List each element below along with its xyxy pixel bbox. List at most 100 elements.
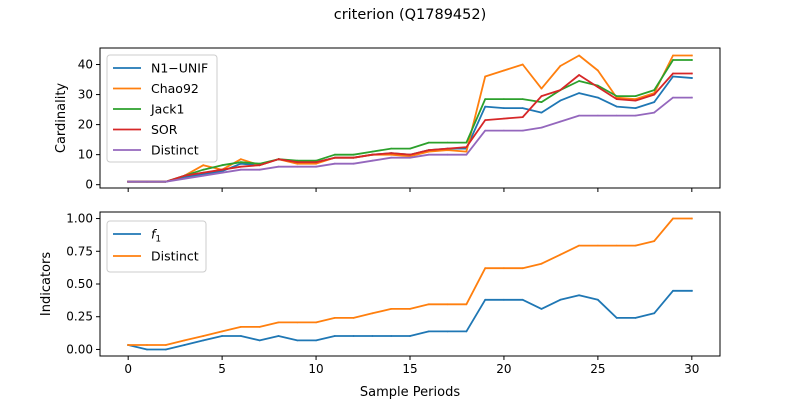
data-point [559, 298, 562, 301]
data-point [597, 86, 599, 88]
data-point [221, 170, 224, 173]
data-point [240, 162, 242, 165]
data-point [183, 339, 186, 342]
data-point [202, 171, 205, 174]
shared-x-axis-label: Sample Periods [360, 385, 460, 400]
figure-title: criterion (Q1789452) [334, 7, 487, 23]
data-point [521, 267, 524, 270]
data-point [634, 317, 637, 319]
x-tick-label: 25 [590, 362, 605, 376]
data-point [315, 162, 317, 165]
data-point [183, 177, 186, 180]
data-point [371, 150, 374, 153]
data-point [296, 161, 299, 164]
data-point [690, 77, 693, 79]
data-point [296, 321, 299, 324]
data-point [146, 344, 148, 346]
x-tick-label: 20 [496, 362, 511, 376]
data-point [653, 111, 656, 114]
data-point [578, 244, 580, 247]
data-point [352, 156, 355, 159]
data-point [277, 165, 280, 168]
data-point [258, 164, 261, 167]
x-tick-label: 30 [684, 362, 699, 376]
data-point [240, 165, 242, 168]
data-point [690, 72, 693, 75]
data-point [127, 180, 130, 183]
data-point [371, 159, 374, 162]
data-point [221, 168, 224, 171]
data-point [578, 74, 580, 76]
data-point [503, 107, 505, 109]
data-point [277, 158, 280, 161]
data-point [521, 63, 524, 66]
data-point [164, 348, 167, 351]
data-point [427, 330, 430, 333]
indicators-subplot: 0 5 10 15 20 25 30 0.00 0.25 0.50 0.75 1.00 Indicato… [39, 211, 721, 376]
data-point [221, 164, 224, 167]
legend-label: Jack1 [150, 102, 184, 117]
data-point [503, 129, 505, 132]
data-point [578, 92, 580, 94]
legend-label: f1 [151, 227, 161, 245]
x-tick-label: 15 [402, 362, 417, 376]
y-tick-label: 0.00 [66, 342, 93, 356]
data-point [540, 262, 543, 265]
data-point [503, 98, 505, 100]
data-point [540, 95, 543, 97]
data-point [296, 159, 299, 162]
y-tick-label: 20 [78, 118, 93, 132]
data-point [183, 174, 186, 177]
y-tick-label: 0.50 [66, 277, 93, 291]
data-point [146, 348, 148, 351]
data-point [202, 173, 205, 176]
data-point [484, 129, 487, 132]
data-point [634, 244, 637, 247]
data-point [352, 153, 355, 156]
data-point [615, 105, 618, 108]
data-point [221, 171, 224, 174]
data-point [315, 165, 317, 168]
data-point [296, 165, 299, 168]
data-point [390, 153, 393, 156]
data-point [390, 156, 393, 159]
data-point [634, 99, 637, 102]
data-point [634, 95, 637, 97]
data-point [484, 105, 487, 108]
data-point [258, 326, 261, 328]
data-point [315, 159, 317, 162]
data-point [615, 317, 618, 319]
data-point [127, 344, 130, 346]
data-point [409, 147, 411, 150]
data-point [521, 98, 524, 100]
data-point [484, 119, 487, 121]
data-point [146, 180, 148, 183]
data-point [672, 289, 674, 292]
data-point [521, 298, 524, 301]
data-point [672, 75, 674, 78]
data-point [333, 162, 336, 165]
data-point [352, 162, 355, 165]
y-tick-label: 1.00 [66, 212, 93, 226]
data-point [221, 330, 224, 333]
data-point [540, 111, 543, 114]
data-point [465, 153, 468, 156]
data-point [446, 303, 449, 306]
data-point [315, 321, 317, 324]
data-point [183, 344, 186, 346]
data-point [597, 298, 599, 301]
y-tick-label: 30 [78, 88, 93, 102]
data-point [653, 240, 656, 243]
data-point [465, 150, 468, 153]
data-point [540, 87, 543, 90]
data-point [597, 244, 599, 247]
data-point [559, 99, 562, 102]
data-point [315, 161, 317, 164]
data-point [409, 308, 411, 310]
data-point [672, 54, 674, 57]
legend-label: SOR [151, 122, 178, 137]
data-point [446, 330, 449, 333]
data-point [296, 339, 299, 342]
data-point [202, 168, 205, 171]
data-point [427, 149, 430, 152]
